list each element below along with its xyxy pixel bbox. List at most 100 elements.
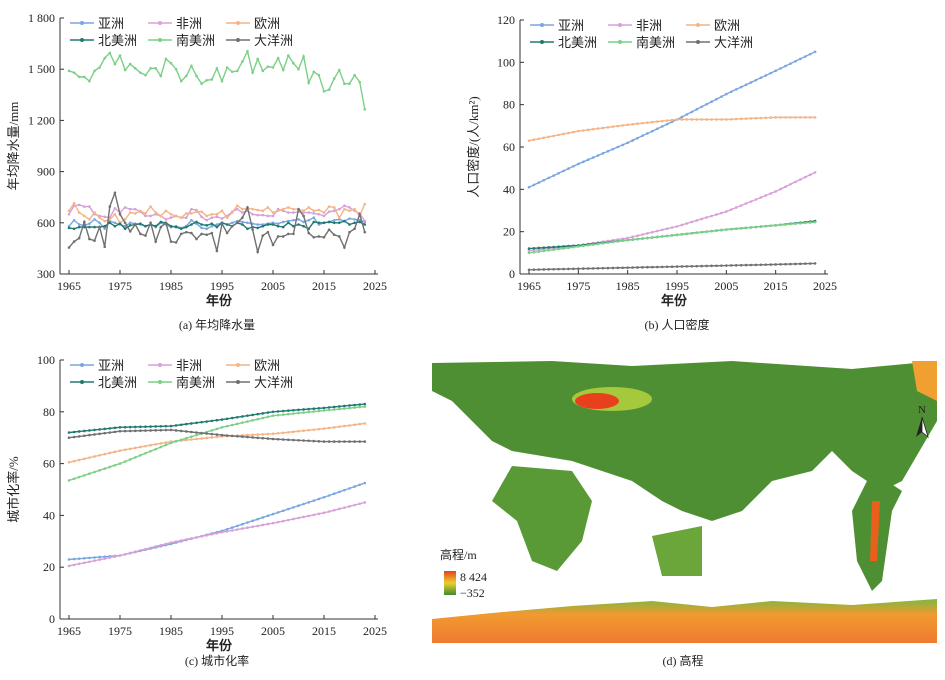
data-point xyxy=(363,230,367,234)
legend-label: 大洋洲 xyxy=(714,35,753,50)
data-point xyxy=(118,429,122,433)
data-point xyxy=(159,543,163,547)
data-point xyxy=(322,90,326,93)
data-point xyxy=(297,218,300,221)
data-point xyxy=(636,136,639,140)
data-point xyxy=(256,517,260,521)
legend-marker xyxy=(236,21,240,25)
continents xyxy=(432,361,937,643)
data-point xyxy=(695,108,699,111)
data-point xyxy=(332,233,336,237)
data-point xyxy=(67,431,71,434)
data-point xyxy=(190,537,193,540)
data-point xyxy=(759,263,763,267)
data-point xyxy=(169,441,173,445)
data-point xyxy=(103,219,106,223)
data-point xyxy=(665,265,669,269)
data-point xyxy=(358,440,362,443)
data-point xyxy=(67,226,71,230)
data-point xyxy=(118,554,122,557)
data-point xyxy=(128,429,132,433)
data-point xyxy=(591,243,595,246)
data-point xyxy=(338,425,341,428)
data-point xyxy=(118,426,122,429)
caption-a: (a) 年均降水量 xyxy=(178,318,256,332)
data-point xyxy=(200,82,203,86)
data-point xyxy=(572,130,575,134)
data-point xyxy=(302,429,305,433)
data-point xyxy=(154,425,157,428)
data-point xyxy=(302,515,305,519)
data-point xyxy=(547,246,551,249)
data-point xyxy=(527,251,531,255)
y-axis-label: 年均降水量/mm xyxy=(6,102,21,191)
data-point xyxy=(363,402,367,406)
data-point xyxy=(190,422,193,425)
legend-marker xyxy=(618,23,622,27)
data-point xyxy=(225,434,229,437)
data-point xyxy=(327,210,331,214)
data-point xyxy=(144,224,147,228)
legend-marker xyxy=(80,21,84,25)
data-point xyxy=(348,440,351,443)
data-point xyxy=(591,156,595,159)
data-point xyxy=(338,235,341,238)
data-point xyxy=(164,542,168,546)
data-point xyxy=(292,224,295,228)
data-point xyxy=(210,212,214,216)
legend-marker xyxy=(80,380,84,384)
data-point xyxy=(77,557,81,560)
data-point xyxy=(601,242,605,245)
data-point xyxy=(297,67,300,71)
data-point xyxy=(596,127,600,130)
data-point xyxy=(317,427,321,431)
data-point xyxy=(236,69,239,73)
data-point xyxy=(353,503,356,507)
data-point xyxy=(205,420,208,423)
data-point xyxy=(103,224,106,228)
data-point xyxy=(312,428,316,431)
data-point xyxy=(343,404,346,408)
data-point xyxy=(764,224,768,228)
data-point xyxy=(611,266,615,270)
data-point xyxy=(616,266,620,270)
data-point xyxy=(261,412,265,415)
data-point xyxy=(149,214,152,218)
data-point xyxy=(769,71,773,75)
data-point xyxy=(611,240,615,244)
data-point xyxy=(246,433,249,437)
y-tick-label: 80 xyxy=(43,405,55,419)
chart-a: 300 600 900 1 200 1 500 1 800 1965 1975 1985 1995… xyxy=(6,11,387,308)
data-point xyxy=(734,227,738,231)
data-point xyxy=(626,123,629,127)
data-point xyxy=(88,205,91,208)
data-point xyxy=(353,218,356,221)
y-tick-label: 600 xyxy=(37,216,55,230)
data-point xyxy=(591,267,595,270)
series-line xyxy=(68,49,366,110)
data-point xyxy=(169,240,173,243)
data-point xyxy=(338,216,341,219)
data-point xyxy=(348,406,351,410)
x-tick-label: 1975 xyxy=(108,279,132,293)
data-point xyxy=(577,267,580,271)
data-point xyxy=(93,218,96,221)
data-point xyxy=(327,406,331,409)
data-point xyxy=(98,555,101,559)
data-point xyxy=(322,440,326,443)
data-point xyxy=(281,519,285,523)
x-tick-label: 1965 xyxy=(517,279,541,293)
caption-b: (b) 人口密度 xyxy=(644,318,710,332)
data-point xyxy=(205,227,208,231)
data-point xyxy=(113,62,117,66)
legend-title: 高程/m xyxy=(440,547,477,562)
data-point xyxy=(190,223,193,226)
data-point xyxy=(83,429,86,433)
data-point xyxy=(749,200,753,203)
data-point xyxy=(734,88,738,91)
data-point xyxy=(720,264,723,267)
data-point xyxy=(586,128,590,132)
data-point xyxy=(103,215,106,219)
legend-min: −352 xyxy=(460,586,485,600)
data-point xyxy=(363,422,367,425)
